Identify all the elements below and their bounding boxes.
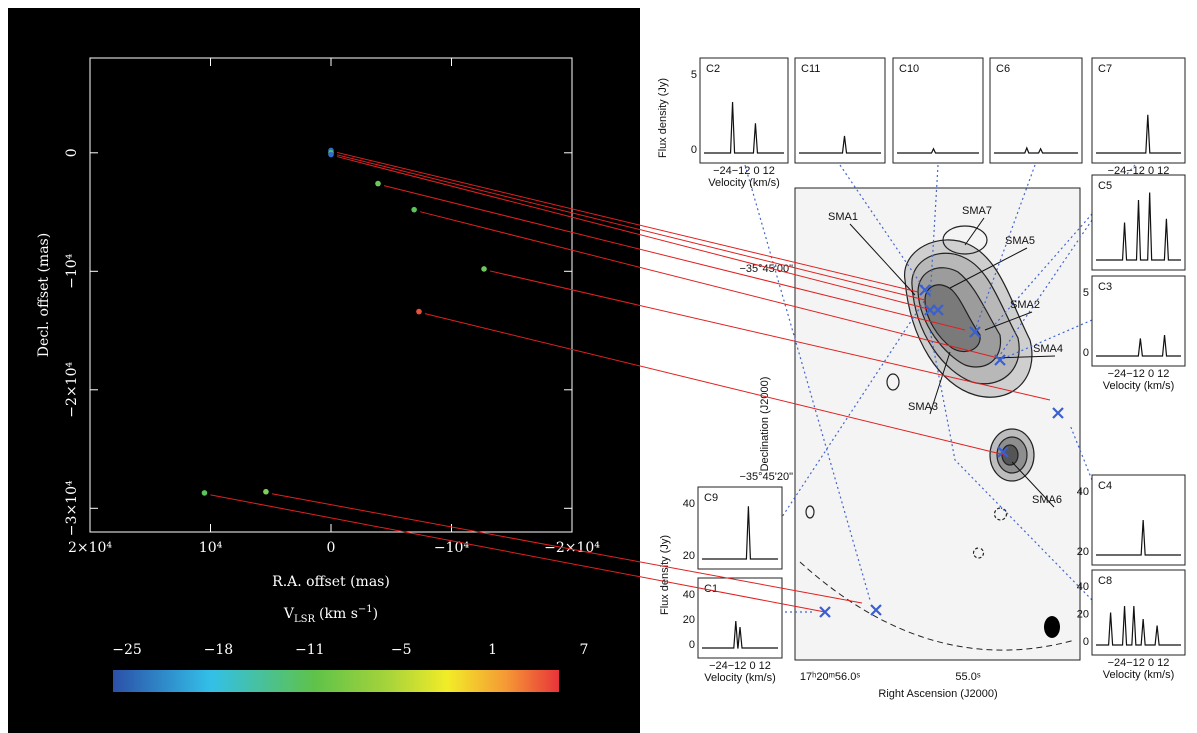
- flux-tick-label: 20: [683, 614, 695, 626]
- y-tick-label: 0: [64, 148, 80, 157]
- flux-tick-label: 5: [691, 69, 697, 81]
- flux-axis-label: Flux density (Jy): [659, 535, 671, 615]
- panel-label: C6: [996, 63, 1010, 75]
- flux-tick-label: 40: [1077, 486, 1089, 498]
- point: [411, 207, 417, 213]
- panel-label: C8: [1098, 575, 1112, 587]
- flux-tick-label: 0: [1083, 347, 1089, 359]
- point: [375, 181, 381, 187]
- velocity-tick-label: −24−12 0 12: [1108, 368, 1170, 380]
- map-panel: Flux density (Jy) Flux density (Jy) Decl…: [657, 58, 1185, 700]
- ra-axis-label: Right Ascension (J2000): [878, 688, 997, 700]
- flux-axis-label: Flux density (Jy): [657, 78, 669, 158]
- dec-axis-label: Declination (J2000): [759, 377, 771, 472]
- point: [481, 266, 487, 272]
- y-tick-label: −10⁴: [64, 253, 80, 289]
- source-label: SMA2: [1010, 299, 1040, 311]
- velocity-axis-label: Velocity (km/s): [1103, 669, 1175, 681]
- flux-tick-label: 20: [1077, 546, 1089, 558]
- panel-label: C5: [1098, 180, 1112, 192]
- source-label: SMA3: [908, 401, 938, 413]
- y-tick-label: −3×10⁴: [64, 480, 80, 536]
- flux-tick-label: 40: [683, 589, 695, 601]
- velocity-tick-label: −24−12 0 12: [709, 660, 771, 672]
- panel-label: C10: [899, 63, 919, 75]
- velocity-axis-label: Velocity (km/s): [1103, 380, 1175, 392]
- colorbar-tick-label: −5: [391, 642, 412, 658]
- flux-tick-label: 20: [683, 550, 695, 562]
- y-axis-label: Decl. offset (mas): [36, 233, 52, 357]
- panel-label: C11: [801, 63, 820, 75]
- flux-tick-label: 0: [1083, 636, 1089, 648]
- panel-label: C2: [706, 63, 720, 75]
- velocity-tick-label: −24−12 0 12: [713, 165, 775, 177]
- colorbar-tick-label: −18: [204, 642, 234, 658]
- colorbar-label-end: ): [373, 606, 378, 622]
- flux-tick-label: 0: [691, 144, 697, 156]
- velocity-axis-label: Velocity (km/s): [704, 672, 776, 684]
- point: [328, 152, 334, 158]
- panel-label: C4: [1098, 480, 1112, 492]
- colorbar: [113, 670, 559, 692]
- dec-tick-label: −35°45'00": [739, 263, 793, 275]
- colorbar-tick-label: −25: [112, 642, 142, 658]
- source-label: SMA4: [1033, 343, 1063, 355]
- x-tick-label: 10⁴: [199, 540, 223, 556]
- x-axis-label: R.A. offset (mas): [272, 574, 390, 590]
- flux-tick-label: 40: [1077, 581, 1089, 593]
- colorbar-tick-label: −11: [295, 642, 325, 658]
- x-tick-label: 0: [327, 540, 336, 556]
- flux-tick-label: 20: [1077, 609, 1089, 621]
- velocity-axis-label: Velocity (km/s): [708, 177, 780, 189]
- dec-tick-label: −35°45'20": [739, 471, 793, 483]
- source-label: SMA7: [962, 205, 992, 217]
- panel-label: C7: [1098, 63, 1112, 75]
- panel-label: C3: [1098, 281, 1112, 293]
- velocity-tick-label: −24−12 0 12: [1108, 657, 1170, 669]
- ra-tick-label: 55.0ˢ: [955, 671, 980, 683]
- colorbar-tick-label: 1: [488, 642, 497, 658]
- x-tick-label: −10⁴: [434, 540, 470, 556]
- ra-tick-label: 17ʰ20ᵐ56.0ˢ: [800, 671, 860, 683]
- x-tick-label: 2×10⁴: [68, 540, 112, 556]
- left-panel-bg: [8, 8, 640, 733]
- beam: [1044, 616, 1060, 638]
- point: [263, 489, 269, 495]
- point: [416, 309, 422, 315]
- source-label: SMA5: [1005, 235, 1035, 247]
- source-label: SMA1: [828, 211, 858, 223]
- flux-tick-label: 40: [683, 498, 695, 510]
- colorbar-tick-label: 7: [580, 642, 589, 658]
- flux-tick-label: 0: [689, 639, 695, 651]
- x-tick-label: −2×10⁴: [544, 540, 600, 556]
- figure: R.A. offset (mas) Decl. offset (mas) VLS…: [0, 0, 1197, 733]
- colorbar-label-sub: LSR: [294, 614, 315, 625]
- panel-label: C9: [704, 492, 718, 504]
- flux-tick-label: 5: [1083, 287, 1089, 299]
- colorbar-label-unit: (km s: [319, 606, 358, 622]
- colorbar-label-exp: −1: [358, 604, 373, 615]
- y-tick-label: −2×10⁴: [64, 362, 80, 418]
- source-label: SMA6: [1032, 494, 1062, 506]
- point: [202, 490, 208, 496]
